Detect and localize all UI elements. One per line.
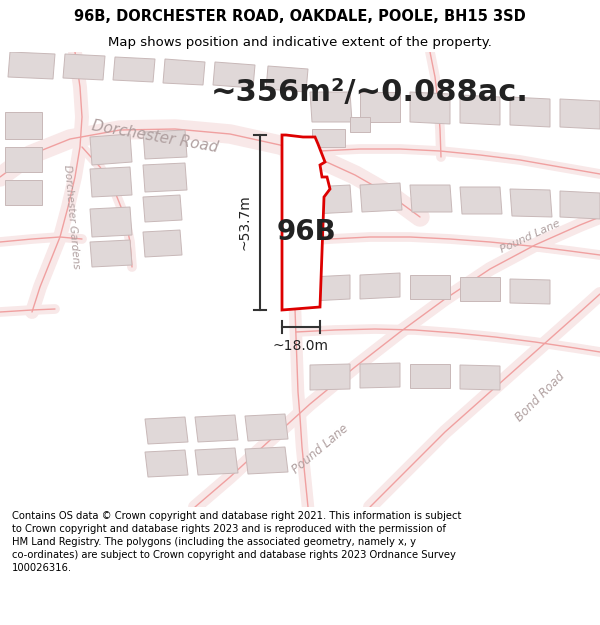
Polygon shape xyxy=(560,191,600,219)
Polygon shape xyxy=(460,95,500,125)
Polygon shape xyxy=(510,97,550,127)
Polygon shape xyxy=(312,129,345,147)
Polygon shape xyxy=(282,135,330,310)
Polygon shape xyxy=(360,273,400,299)
Polygon shape xyxy=(460,365,500,390)
Polygon shape xyxy=(410,185,452,212)
Polygon shape xyxy=(163,59,205,85)
Polygon shape xyxy=(213,62,255,88)
Polygon shape xyxy=(90,167,132,197)
Polygon shape xyxy=(360,92,400,122)
Polygon shape xyxy=(360,183,402,212)
Text: Dorchester Gardens: Dorchester Gardens xyxy=(62,164,82,269)
Polygon shape xyxy=(5,112,42,139)
Polygon shape xyxy=(8,52,55,79)
Polygon shape xyxy=(310,364,350,390)
Polygon shape xyxy=(145,450,188,477)
Text: Bond Road: Bond Road xyxy=(513,370,567,424)
Polygon shape xyxy=(143,130,187,159)
Polygon shape xyxy=(245,447,288,474)
Polygon shape xyxy=(5,147,42,172)
Polygon shape xyxy=(310,275,350,301)
Polygon shape xyxy=(195,415,238,442)
Polygon shape xyxy=(460,187,502,214)
Polygon shape xyxy=(90,240,132,267)
Polygon shape xyxy=(90,134,132,165)
Text: 96B: 96B xyxy=(276,218,336,246)
Polygon shape xyxy=(143,163,187,192)
Polygon shape xyxy=(360,363,400,388)
Polygon shape xyxy=(90,207,132,237)
Polygon shape xyxy=(510,279,550,304)
Polygon shape xyxy=(410,92,450,124)
Text: Pound Lane: Pound Lane xyxy=(289,422,350,476)
Polygon shape xyxy=(560,99,600,129)
Text: 96B, DORCHESTER ROAD, OAKDALE, POOLE, BH15 3SD: 96B, DORCHESTER ROAD, OAKDALE, POOLE, BH… xyxy=(74,9,526,24)
Text: ~53.7m: ~53.7m xyxy=(238,194,252,251)
Polygon shape xyxy=(143,230,182,257)
Text: ~18.0m: ~18.0m xyxy=(273,339,329,353)
Polygon shape xyxy=(510,189,552,217)
Text: Dorchester Road: Dorchester Road xyxy=(91,119,220,156)
Text: Map shows position and indicative extent of the property.: Map shows position and indicative extent… xyxy=(108,36,492,49)
Polygon shape xyxy=(195,448,238,475)
Polygon shape xyxy=(310,185,352,214)
Polygon shape xyxy=(143,195,182,222)
Polygon shape xyxy=(145,417,188,444)
Polygon shape xyxy=(63,54,105,80)
Polygon shape xyxy=(460,277,500,301)
Polygon shape xyxy=(113,57,155,82)
Text: ~356m²/~0.088ac.: ~356m²/~0.088ac. xyxy=(211,78,529,106)
Text: Pound Lane: Pound Lane xyxy=(499,219,562,255)
Polygon shape xyxy=(410,364,450,388)
Polygon shape xyxy=(310,92,352,122)
Polygon shape xyxy=(350,117,370,132)
Text: Contains OS data © Crown copyright and database right 2021. This information is : Contains OS data © Crown copyright and d… xyxy=(12,511,461,573)
Polygon shape xyxy=(5,180,42,205)
Polygon shape xyxy=(245,414,288,441)
Polygon shape xyxy=(410,275,450,299)
Polygon shape xyxy=(266,66,308,92)
